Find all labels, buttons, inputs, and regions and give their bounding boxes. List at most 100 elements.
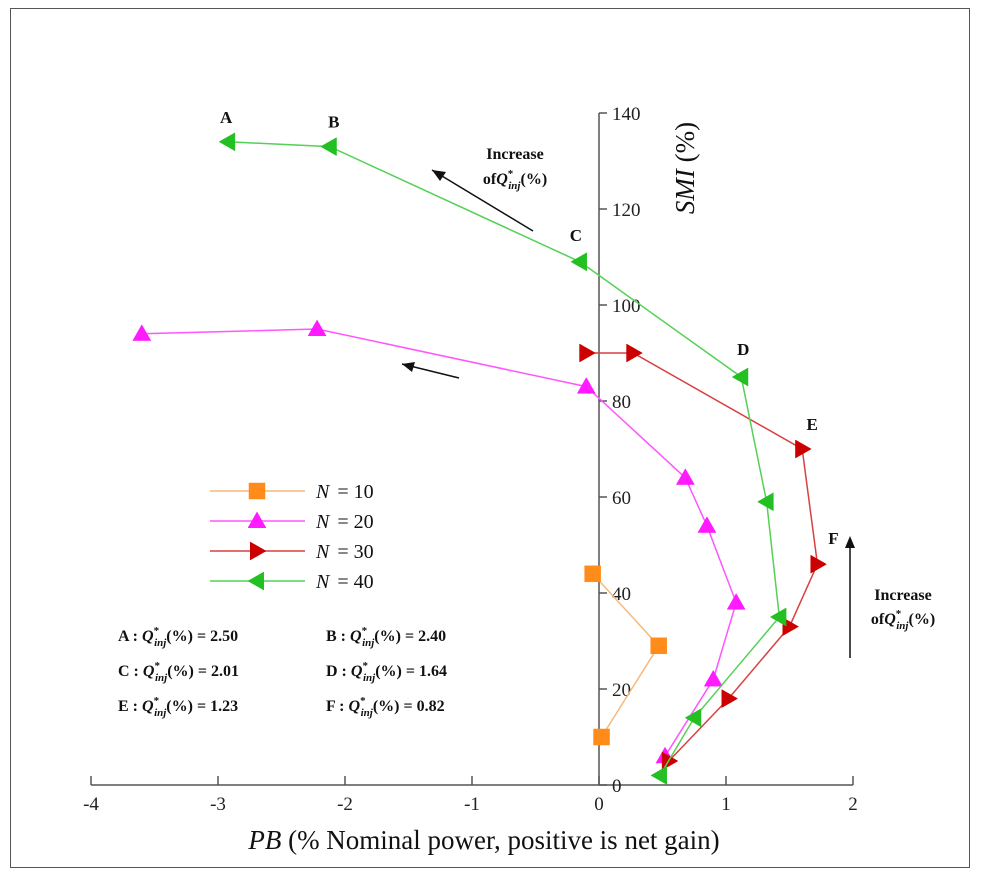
legend-swatch-marker — [247, 571, 264, 591]
q-value-e: E : Q* inj(%) = 1.23 — [118, 695, 238, 719]
legend-item: N = 30 — [210, 541, 374, 563]
y-tick-label: 20 — [612, 680, 631, 701]
anno-q: Q — [496, 171, 508, 188]
arrow-upper-head — [432, 170, 446, 181]
legend-label: N = 30 — [315, 541, 374, 563]
legend: N = 10 N = 20 N = 30 N = 40 — [210, 481, 374, 593]
arrow-upper-shaft — [431, 169, 534, 232]
series-layer — [132, 132, 827, 785]
legend-item: N = 10 — [210, 481, 374, 503]
x-tick-label: -1 — [464, 794, 480, 815]
data-point — [307, 319, 327, 336]
y-tick-label: 40 — [612, 584, 631, 605]
q-value-table: A : Q* inj(%) = 2.50 B : Q* inj(%) = 2.40 C … — [118, 625, 447, 719]
data-point — [650, 637, 667, 655]
point-label-b: B — [328, 113, 339, 132]
data-point — [626, 343, 643, 363]
series-line — [141, 328, 737, 757]
data-point — [570, 252, 587, 272]
y-tick-label: 140 — [612, 104, 641, 125]
series-1 — [584, 565, 667, 746]
data-point — [782, 617, 800, 637]
data-point — [593, 728, 610, 746]
point-label-f: F — [828, 529, 838, 548]
x-tick-label: -3 — [210, 794, 226, 815]
anno-sub: inj — [508, 180, 521, 192]
data-point — [810, 554, 827, 574]
q-value-f: F : Q* inj(%) = 0.82 — [326, 695, 445, 719]
y-tick-label: 120 — [612, 200, 641, 221]
anno-sup: * — [896, 608, 902, 620]
q-value-b: B : Q* inj(%) = 2.40 — [326, 625, 446, 649]
point-label-d: D — [737, 340, 749, 359]
y-axis-rest: (%) — [670, 122, 700, 169]
data-point — [757, 492, 774, 512]
x-tick-label: 0 — [594, 794, 604, 815]
x-tick-label: -4 — [83, 794, 99, 815]
data-point — [579, 343, 596, 363]
series-line — [228, 141, 781, 776]
anno-prefix: of — [871, 611, 885, 628]
y-ticks: 0 20 40 60 80 100 120 140 — [599, 104, 641, 797]
arrow-middle-head — [402, 362, 415, 372]
y-axis-title: SMI (%) — [670, 122, 700, 214]
axes: -4 -3 -2 -1 0 1 2 0 20 40 60 80 100 120 140 — [83, 104, 858, 815]
legend-swatch-marker — [248, 482, 266, 500]
point-label-c: C — [570, 226, 582, 245]
annotation-upper-line2: ofQ* inj(%) — [483, 168, 547, 192]
series-2 — [132, 319, 746, 764]
x-axis-var: PB — [247, 825, 281, 855]
x-axis-rest: (% Nominal power, positive is net gain) — [281, 825, 719, 855]
q-value-a: A : Q* inj(%) = 2.50 — [118, 625, 238, 649]
annotation-right-line2: ofQ* inj(%) — [871, 608, 935, 632]
legend-label: N = 40 — [315, 571, 374, 593]
annotation-right-line1: Increase — [874, 587, 931, 604]
legend-item: N = 40 — [210, 571, 374, 593]
anno-sub: inj — [896, 620, 909, 632]
anno-suffix: (%) — [908, 611, 935, 628]
data-point — [697, 516, 717, 533]
q-value-c: C : Q* inj(%) = 2.01 — [118, 660, 239, 684]
data-point — [726, 593, 746, 610]
x-tick-label: 1 — [721, 794, 731, 815]
y-tick-label: 100 — [612, 296, 641, 317]
y-axis-var: SMI — [670, 167, 700, 214]
annotation-right: Increase ofQ* inj(%) — [845, 536, 935, 658]
data-point — [675, 468, 695, 485]
anno-sup: * — [508, 168, 514, 180]
series-3 — [579, 343, 827, 771]
point-labels: A B C D E F — [220, 108, 839, 548]
data-point — [650, 765, 667, 785]
legend-item: N = 20 — [210, 511, 374, 533]
y-tick-label: 60 — [612, 488, 631, 509]
data-point — [320, 137, 337, 157]
annotation-middle-arrow — [401, 362, 460, 379]
x-ticks: -4 -3 -2 -1 0 1 2 — [83, 776, 858, 815]
legend-label: N = 10 — [315, 481, 374, 503]
data-point — [721, 689, 739, 709]
q-value-d: D : Q* inj(%) = 1.64 — [326, 660, 447, 684]
anno-q: Q — [884, 611, 896, 628]
x-axis-title: PB (% Nominal power, positive is net gai… — [247, 825, 719, 855]
data-point — [795, 439, 812, 459]
data-point — [703, 669, 723, 687]
data-point — [584, 565, 601, 583]
annotation-upper-line1: Increase — [486, 146, 543, 163]
legend-swatch-marker — [247, 511, 267, 528]
series-4 — [218, 132, 787, 785]
point-label-a: A — [220, 108, 233, 127]
data-point — [769, 607, 787, 627]
anno-prefix: of — [483, 171, 497, 188]
arrow-right-head — [845, 536, 855, 548]
point-label-e: E — [807, 415, 818, 434]
data-point — [731, 367, 749, 387]
y-tick-label: 80 — [612, 392, 631, 413]
figure-frame — [10, 8, 970, 868]
legend-swatch-marker — [250, 541, 267, 561]
x-tick-label: 2 — [848, 794, 858, 815]
data-point — [132, 324, 152, 341]
data-point — [576, 377, 596, 394]
data-point — [684, 708, 702, 728]
x-tick-label: -2 — [337, 794, 353, 815]
